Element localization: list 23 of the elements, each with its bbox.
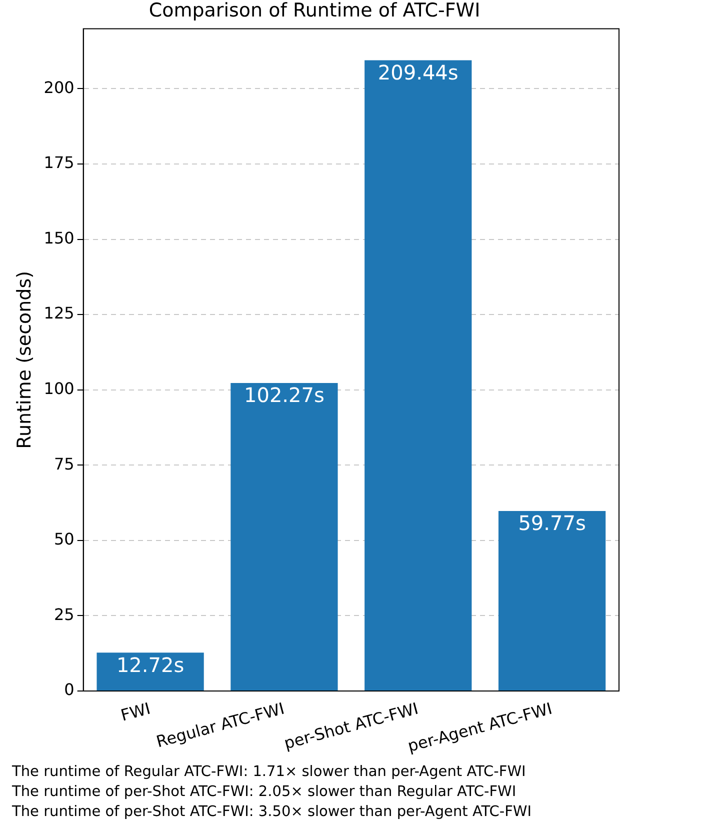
bar [230,383,338,690]
y-tick-label: 50 [54,530,74,549]
data-label: 102.27s [244,383,324,408]
data-label: 59.77s [518,511,586,536]
y-tick-label: 25 [54,604,74,624]
text: The runtime of per-Shot ATC-FWI: 3.50× slower than per-Agent ATC-FWI [12,803,532,822]
bar [498,510,606,690]
chart-title: Comparison of Runtime of ATC-FWI [148,0,480,22]
y-tick-label: 200 [44,78,74,97]
x-tick-label: FWI [118,698,152,725]
y-tick-label: 75 [54,454,74,474]
data-label: 12.72s [116,652,184,677]
text: The runtime of per-Shot ATC-FWI: 2.05× slower than Regular ATC-FWI [12,783,518,802]
y-tick-label: 125 [44,304,74,323]
y-tick-label: 0 [64,680,74,700]
bar [364,60,472,690]
data-label: 209.44s [378,60,458,84]
text: The runtime of Regular ATC-FWI: 1.71× slower than per-Agent ATC-FWI [12,763,527,782]
y-tick-label: 150 [44,228,74,248]
bar [96,652,204,690]
y-tick-label: 100 [44,379,74,398]
y-axis-title: Runtime (seconds) [13,270,36,449]
y-tick-label: 175 [44,153,74,172]
